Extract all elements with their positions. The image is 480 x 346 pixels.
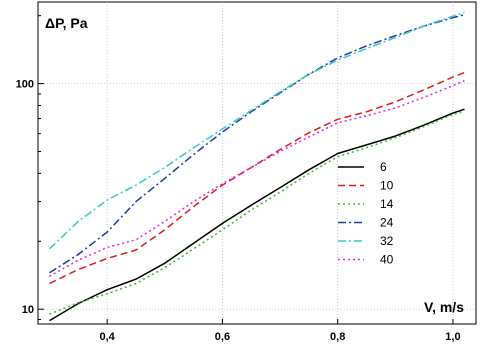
series-line-32 <box>48 11 465 250</box>
legend-label-10: 10 <box>380 179 394 193</box>
x-axis-title: V, m/s <box>424 299 464 315</box>
series-line-6 <box>49 108 465 322</box>
x-tick-label: 0,6 <box>215 331 230 343</box>
y-axis-title: ΔP, Pa <box>45 15 88 31</box>
legend-label-14: 14 <box>380 197 394 211</box>
series-line-40 <box>49 80 465 277</box>
x-tick-label: 0,8 <box>330 331 345 343</box>
legend-label-24: 24 <box>380 216 394 230</box>
x-tick-label: 0,4 <box>100 331 116 343</box>
y-tick-label: 100 <box>16 79 34 91</box>
x-tick-label: 1,0 <box>445 331 460 343</box>
plot-frame <box>37 1 477 325</box>
series-line-24 <box>49 13 465 274</box>
legend-label-32: 32 <box>380 234 394 248</box>
series-line-10 <box>49 71 465 285</box>
series-line-14 <box>49 110 465 315</box>
series-lines <box>48 11 465 322</box>
y-tick-label: 10 <box>22 304 34 316</box>
legend-label-6: 6 <box>380 160 387 174</box>
axis-ticks: 0,4 0,6 0,8 1,0 10 100 <box>16 15 461 343</box>
legend: 6 10 14 24 32 40 <box>338 160 394 267</box>
grid-lines <box>38 2 476 324</box>
legend-label-40: 40 <box>380 253 394 267</box>
